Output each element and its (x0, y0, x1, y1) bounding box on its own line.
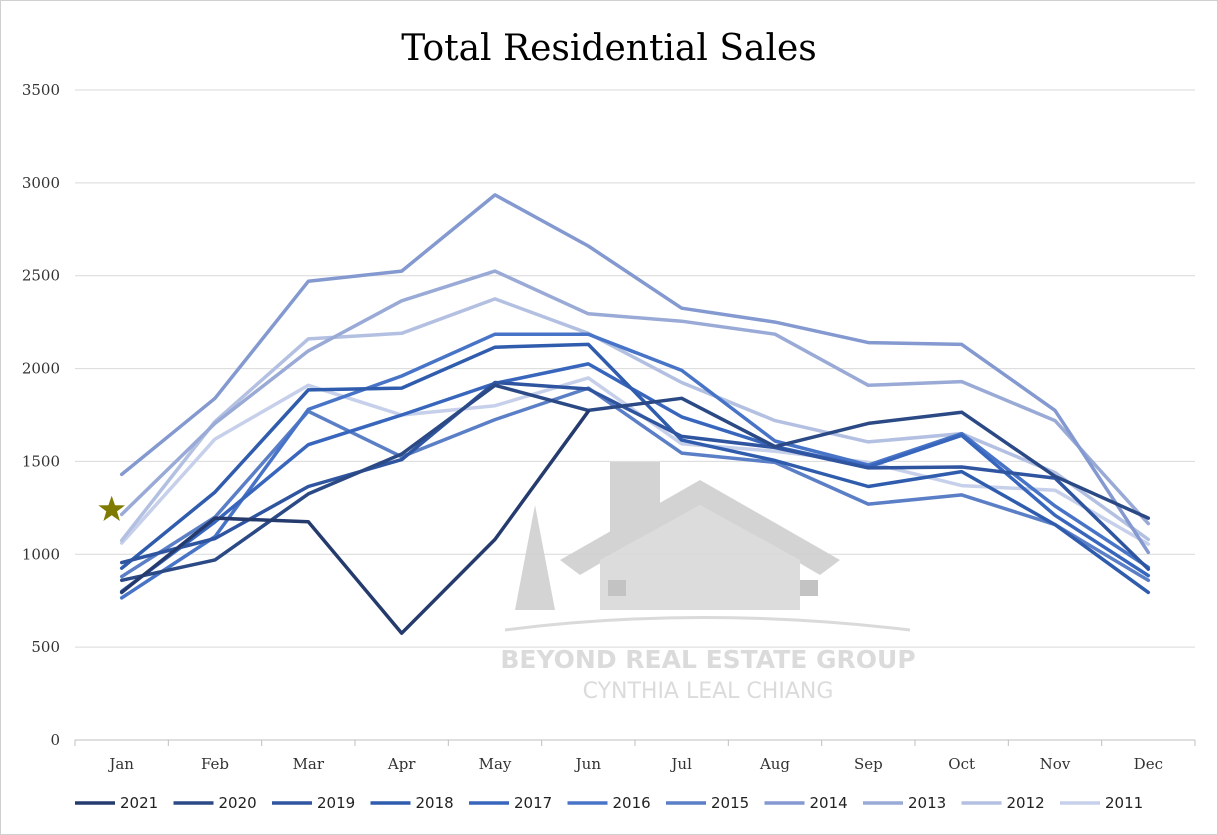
y-tick-label: 3000 (22, 174, 60, 192)
watermark-roof-shape (560, 480, 840, 575)
series-line-2013 (119, 269, 1151, 526)
x-tick-label: Jun (574, 755, 602, 773)
y-tick-label: 2000 (22, 360, 60, 378)
series-lines (119, 193, 1151, 635)
legend-label: 2019 (317, 794, 355, 812)
highlight-star (98, 495, 125, 521)
x-tick-label: Aug (759, 755, 790, 773)
gridlines (75, 89, 1195, 741)
x-tick-label: Apr (387, 755, 416, 773)
y-tick-label: 0 (50, 731, 60, 749)
series-line-2019 (119, 380, 1151, 571)
watermark-tree-shape (515, 505, 555, 610)
series-line-2021 (119, 409, 591, 635)
legend-label: 2012 (1007, 794, 1045, 812)
star-marker (98, 495, 125, 521)
watermark-window-left (608, 580, 626, 596)
x-tick-label: Sep (854, 755, 883, 773)
watermark-line2: CYNTHIA LEAL CHIANG (583, 679, 834, 704)
legend-label: 2020 (219, 794, 257, 812)
x-tick-label: Nov (1040, 755, 1071, 773)
y-tick-label: 500 (31, 638, 60, 656)
watermark-window-right (800, 580, 818, 596)
x-tick-label: Feb (201, 755, 229, 773)
legend-label: 2014 (810, 794, 848, 812)
y-tick-label: 2500 (22, 267, 60, 285)
x-tick-label: Jan (107, 755, 134, 773)
watermark-house-shape (600, 505, 800, 610)
x-tick-label: Jul (669, 755, 692, 773)
series-line-2014 (119, 193, 1151, 555)
x-tick-label: Mar (293, 755, 325, 773)
legend-label: 2013 (908, 794, 946, 812)
legend-label: 2017 (514, 794, 552, 812)
watermark-line1: BEYOND REAL ESTATE GROUP (500, 645, 915, 674)
series-line-2020 (119, 383, 1151, 583)
legend-label: 2021 (120, 794, 158, 812)
series-line-2012 (119, 297, 1151, 543)
legend-label: 2016 (613, 794, 651, 812)
legend-label: 2011 (1105, 794, 1143, 812)
legend-label: 2018 (416, 794, 454, 812)
legend-label: 2015 (711, 794, 749, 812)
y-axis: 0 500 1000 1500 2000 2500 3000 3500 (22, 81, 60, 749)
x-tick-label: May (479, 755, 512, 773)
y-tick-label: 3500 (22, 81, 60, 99)
legend: 2021 2020 2019 2018 2017 2016 2015 2014 2013 2012… (75, 794, 1143, 812)
y-tick-label: 1000 (22, 545, 60, 563)
x-axis: Jan Feb Mar Apr May Jun Jul Aug Sep Oct Nov Dec (74, 740, 1196, 773)
watermark-base-curve (504, 616, 911, 632)
series-line-2016 (119, 332, 1151, 600)
chart-title: Total Residential Sales (401, 28, 817, 69)
series-line-2018 (119, 342, 1151, 595)
watermark-logo: BEYOND REAL ESTATE GROUP CYNTHIA LEAL CH… (500, 462, 916, 704)
x-tick-label: Dec (1134, 755, 1163, 773)
x-tick-label: Oct (948, 755, 975, 773)
y-tick-label: 1500 (22, 452, 60, 470)
